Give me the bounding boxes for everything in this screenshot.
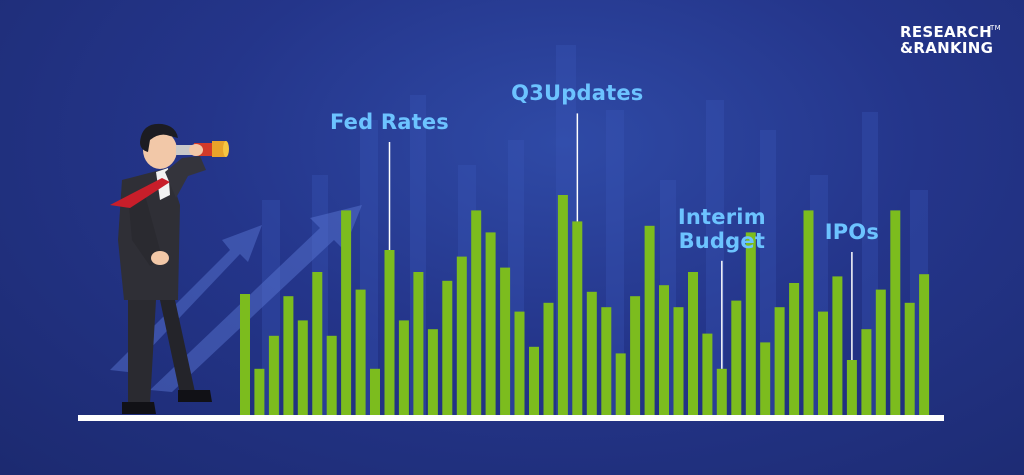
chart-bar — [890, 210, 901, 415]
chart-bar — [904, 302, 915, 415]
chart-bar — [514, 311, 525, 415]
chart-bar — [688, 272, 698, 415]
chart-bar — [543, 302, 554, 415]
chart-bar — [818, 311, 828, 415]
chart-bar — [413, 272, 424, 415]
chart-bar — [601, 307, 612, 415]
chart-bar — [456, 256, 467, 415]
callout-label: Q3Updates — [511, 81, 644, 106]
chart-bar — [745, 232, 756, 415]
callout-label: Fed Rates — [329, 110, 449, 134]
callout-label: Interim Budget — [677, 204, 766, 253]
chart-bar — [659, 285, 669, 415]
chart-bar — [760, 342, 771, 415]
trademark-mark: TM — [990, 24, 1001, 32]
chart-bar — [427, 329, 438, 415]
chart-bar — [370, 368, 380, 415]
callout-label: IPOs — [824, 220, 880, 244]
chart-bar — [875, 289, 886, 415]
chart-bar — [702, 333, 713, 415]
chart-bar — [471, 210, 482, 415]
chart-bar — [283, 296, 294, 415]
chart-bar — [630, 296, 641, 415]
chart-bar — [644, 225, 655, 415]
chart-bar — [355, 289, 366, 415]
back-shoe — [178, 390, 212, 402]
chart-bar — [500, 267, 511, 415]
chart-bar — [312, 272, 323, 415]
chart-bar — [326, 335, 337, 415]
chart-bar — [586, 291, 597, 415]
chart-bar — [398, 320, 409, 415]
head — [143, 131, 177, 169]
chart-bar — [615, 353, 626, 415]
chart-bar — [485, 232, 496, 415]
front-shoe — [122, 402, 156, 414]
chart-bar — [442, 280, 453, 415]
research-and-ranking-logo: RESEARCH &RANKING TM — [900, 23, 1001, 57]
chart-bar — [341, 210, 352, 415]
chart-bar — [529, 346, 539, 415]
ground-line — [78, 415, 944, 421]
chart-bar — [240, 294, 250, 415]
chart-bar — [832, 276, 843, 415]
growth-arrow-icon — [150, 205, 362, 392]
hair — [140, 123, 178, 152]
tie — [110, 178, 170, 208]
chart-bar — [384, 250, 395, 415]
chart-bar — [789, 283, 800, 415]
chart-bar — [268, 335, 279, 415]
chart-bar — [297, 320, 308, 415]
chart-bar — [673, 307, 684, 415]
chart-bar — [557, 195, 568, 415]
logo-line2: &RANKING — [900, 39, 994, 57]
chart-bar — [803, 210, 814, 415]
chart-bar — [716, 368, 727, 415]
chart-bar — [846, 360, 857, 415]
chart-bar — [254, 368, 265, 415]
logo-line1: RESEARCH — [900, 23, 992, 41]
chart-bar — [774, 307, 785, 415]
chart-bar — [572, 221, 583, 415]
chart-bar — [731, 300, 742, 415]
chart-bar — [919, 274, 930, 415]
chart-bar — [861, 329, 872, 415]
